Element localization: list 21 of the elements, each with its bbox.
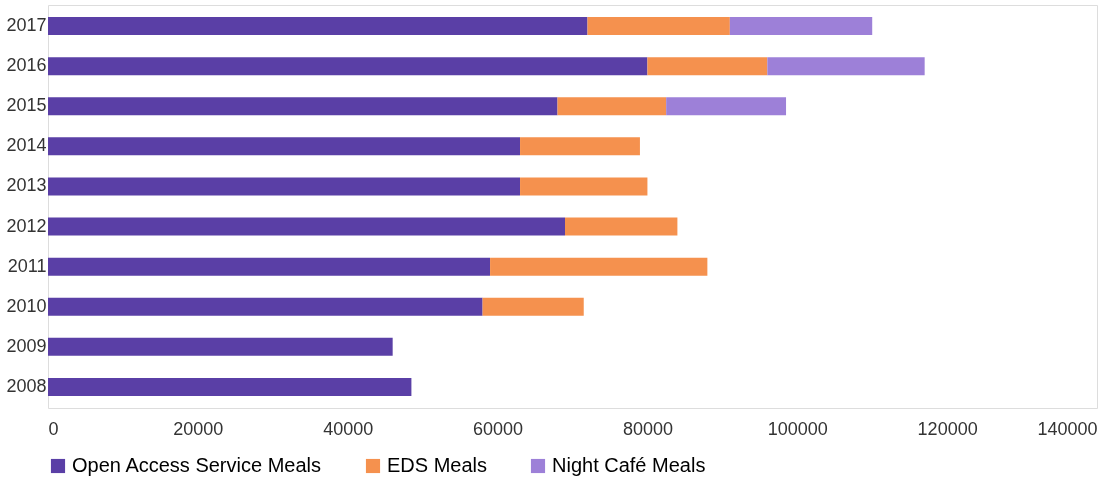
x-tick-label: 100000: [767, 418, 828, 439]
y-tick-label: 2014: [6, 135, 47, 156]
x-tick-label: 140000: [1037, 418, 1098, 439]
x-tick-label: 20000: [173, 418, 224, 439]
y-tick-label: 2010: [6, 295, 47, 316]
legend-label: EDS Meals: [387, 454, 488, 476]
x-tick-label: 80000: [622, 418, 673, 439]
y-tick-label: 2013: [6, 175, 47, 196]
y-tick-label: 2016: [6, 55, 47, 76]
y-tick-label: 2011: [7, 255, 47, 276]
legend-label: Open Access Service Meals: [72, 454, 321, 476]
x-tick-label: 120000: [917, 418, 978, 439]
y-tick-label: 2017: [6, 15, 47, 36]
x-tick-label: 0: [48, 418, 59, 439]
x-tick-label: 60000: [473, 418, 524, 439]
y-tick-label: 2015: [6, 95, 47, 116]
y-tick-label: 2009: [6, 335, 47, 356]
x-tick-label: 40000: [323, 418, 374, 439]
y-tick-label: 2012: [6, 215, 47, 236]
y-tick-label: 2008: [6, 375, 47, 396]
legend-label: Night Café Meals: [552, 454, 706, 476]
